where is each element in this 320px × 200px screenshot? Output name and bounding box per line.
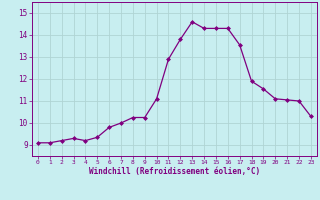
X-axis label: Windchill (Refroidissement éolien,°C): Windchill (Refroidissement éolien,°C): [89, 167, 260, 176]
